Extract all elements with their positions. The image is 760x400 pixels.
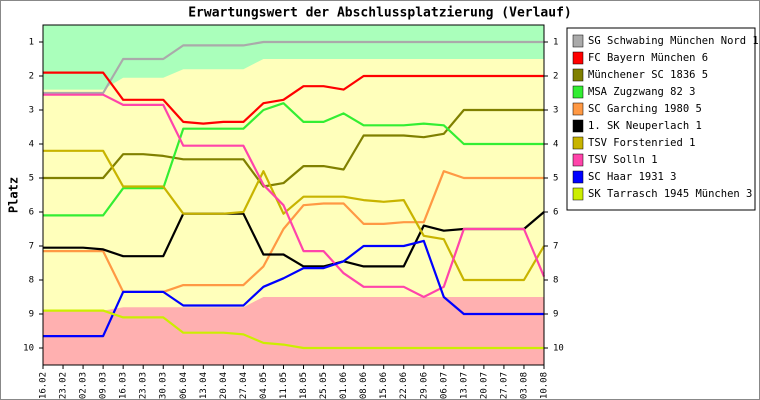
legend-label: SC Haar 1931 3 — [588, 171, 677, 183]
y-tick-label: 7 — [29, 242, 34, 252]
x-tick-label: 22.06 — [399, 372, 409, 399]
series-line — [43, 40, 544, 95]
y-tick-label: 1 — [29, 38, 34, 48]
x-tick-label: 13.07 — [459, 372, 469, 399]
legend-swatch — [572, 153, 584, 167]
y2-tick-label: 4 — [553, 140, 558, 150]
x-tick-label: 29.06 — [419, 372, 429, 399]
legend-box — [566, 27, 756, 211]
series-line — [43, 211, 545, 268]
legend-label: SK Tarrasch 1945 München 3 — [588, 188, 752, 200]
x-tick-label: 27.04 — [239, 372, 249, 399]
series-line — [43, 108, 544, 188]
legend-swatch — [572, 170, 584, 184]
y-axis-label: Platz — [7, 177, 21, 213]
y-tick-label: 8 — [29, 276, 34, 286]
plot-frame — [42, 24, 545, 366]
x-tick-label: 03.08 — [519, 372, 529, 399]
x-tick-label: 09.03 — [99, 372, 109, 399]
legend-label: MSA Zugzwang 82 3 — [588, 86, 695, 98]
series-line — [43, 102, 544, 217]
series-line — [43, 309, 544, 350]
x-tick-label: 01.06 — [339, 372, 349, 399]
x-tick-label: 27.07 — [499, 372, 509, 399]
legend-swatch — [572, 187, 584, 201]
x-tick-label: 15.06 — [379, 372, 389, 399]
legend-label: TSV Solln 1 — [588, 154, 658, 166]
legend-swatch — [572, 136, 584, 150]
series-line — [43, 149, 545, 282]
x-tick-label: 04.05 — [259, 372, 269, 399]
y2-tick-label: 1 — [553, 38, 558, 48]
x-tick-label: 25.05 — [319, 372, 329, 399]
legend-label: 1. SK Neuperlach 1 — [588, 120, 702, 132]
y2-tick-label: 10 — [553, 344, 564, 354]
legend-swatch — [572, 34, 584, 48]
y-tick-label: 5 — [29, 174, 34, 184]
x-tick-label: 06.07 — [439, 372, 449, 399]
y2-tick-label: 9 — [553, 310, 558, 320]
y-tick-label: 3 — [29, 106, 34, 116]
x-tick-label: 10.08 — [540, 372, 550, 399]
x-tick-label: 30.03 — [159, 372, 169, 399]
x-tick-label: 23.02 — [59, 372, 69, 399]
legend-swatch — [572, 51, 584, 65]
series-line — [43, 93, 546, 299]
x-tick-label: 06.04 — [179, 372, 189, 399]
legend-swatch — [572, 68, 584, 82]
chart-title: Erwartungswert der Abschlussplatzierung … — [188, 6, 572, 21]
y2-tick-label: 2 — [553, 72, 558, 82]
y2-tick-label: 5 — [553, 174, 558, 184]
y2-tick-label: 8 — [553, 276, 558, 286]
y-tick-label: 6 — [29, 208, 34, 218]
x-tick-label: 11.05 — [279, 372, 289, 399]
x-tick-label: 13.04 — [199, 372, 209, 399]
legend-swatch — [572, 119, 584, 133]
y-tick-label: 2 — [29, 72, 34, 82]
x-tick-label: 20.07 — [479, 372, 489, 399]
series-line — [43, 239, 544, 338]
legend-label: FC Bayern München 6 — [588, 52, 708, 64]
legend-swatch — [572, 85, 584, 99]
series-line — [43, 71, 544, 125]
y2-tick-label: 6 — [553, 208, 558, 218]
y2-tick-label: 7 — [553, 242, 558, 252]
y-tick-label: 10 — [23, 344, 34, 354]
legend-label: SG Schwabing München Nord 1 — [588, 35, 759, 47]
x-tick-label: 16.02 — [39, 372, 49, 399]
x-tick-label: 18.05 — [299, 372, 309, 399]
x-tick-label: 08.06 — [359, 372, 369, 399]
y-tick-label: 9 — [29, 310, 34, 320]
x-tick-label: 20.04 — [219, 372, 229, 399]
x-tick-label: 16.03 — [119, 372, 129, 399]
legend-swatch — [572, 102, 584, 116]
y2-tick-label: 3 — [553, 106, 558, 116]
y-tick-label: 4 — [29, 140, 34, 150]
legend-label: Münchener SC 1836 5 — [588, 69, 708, 81]
x-tick-label: 02.03 — [79, 372, 89, 399]
legend-label: TSV Forstenried 1 — [588, 137, 695, 149]
legend-label: SC Garching 1980 5 — [588, 103, 702, 115]
x-tick-label: 23.03 — [139, 372, 149, 399]
